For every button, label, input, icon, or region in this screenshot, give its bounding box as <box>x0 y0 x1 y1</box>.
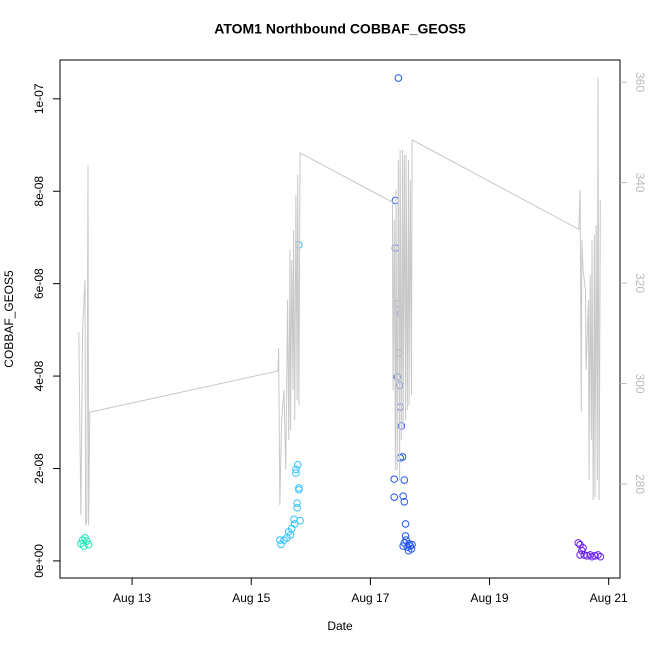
point <box>398 453 407 461</box>
point <box>293 499 301 507</box>
point <box>394 74 403 82</box>
y2-tick-label: 360 <box>633 72 647 92</box>
y-tick-label: 8e-08 <box>32 176 46 207</box>
y-tick-label: 0e+00 <box>32 544 46 578</box>
point <box>400 497 409 506</box>
plot-frame <box>59 59 621 579</box>
y-axis-label: COBBAF_GEOS5 <box>2 270 16 368</box>
point <box>580 551 589 559</box>
y2-tick-label: 280 <box>633 474 647 494</box>
y2-tick-label: 320 <box>633 273 647 293</box>
point <box>404 546 413 555</box>
x-tick-label: Aug 13 <box>113 591 151 605</box>
point <box>596 552 605 561</box>
point <box>80 542 88 550</box>
point <box>276 536 284 544</box>
x-tick-label: Aug 15 <box>232 591 270 605</box>
point <box>296 516 304 525</box>
point <box>586 551 595 559</box>
point <box>391 196 400 205</box>
point <box>293 460 302 469</box>
y-tick-label: 1e-07 <box>32 83 46 114</box>
point <box>401 532 410 540</box>
y-tick-label: 4e-08 <box>32 360 46 391</box>
point <box>579 544 587 552</box>
point <box>292 469 300 477</box>
y-tick-label: 2e-08 <box>32 453 46 484</box>
line <box>78 78 601 526</box>
y-tick-label: 6e-08 <box>32 268 46 299</box>
point <box>390 475 399 483</box>
point <box>583 552 592 560</box>
x-tick-label: Aug 21 <box>590 591 628 605</box>
point <box>406 542 415 550</box>
point <box>401 520 410 528</box>
point <box>399 492 407 501</box>
point <box>574 539 583 547</box>
point <box>408 540 416 549</box>
point <box>295 485 303 494</box>
point <box>390 493 399 501</box>
point <box>402 536 410 544</box>
point <box>293 503 301 512</box>
point <box>594 551 602 559</box>
point <box>84 540 93 549</box>
point <box>292 465 300 474</box>
point <box>290 520 299 528</box>
chart-title: ATOM1 Northbound COBBAF_GEOS5 <box>214 21 466 37</box>
x-tick-label: Aug 17 <box>351 591 389 605</box>
y2-tick-label: 340 <box>633 173 647 193</box>
x-tick-label: Aug 19 <box>471 591 509 605</box>
y2-tick-label: 300 <box>633 374 647 394</box>
x-axis-label: Date <box>327 619 353 633</box>
point <box>400 476 409 484</box>
point <box>399 542 407 550</box>
point <box>576 551 584 559</box>
point <box>591 552 599 560</box>
